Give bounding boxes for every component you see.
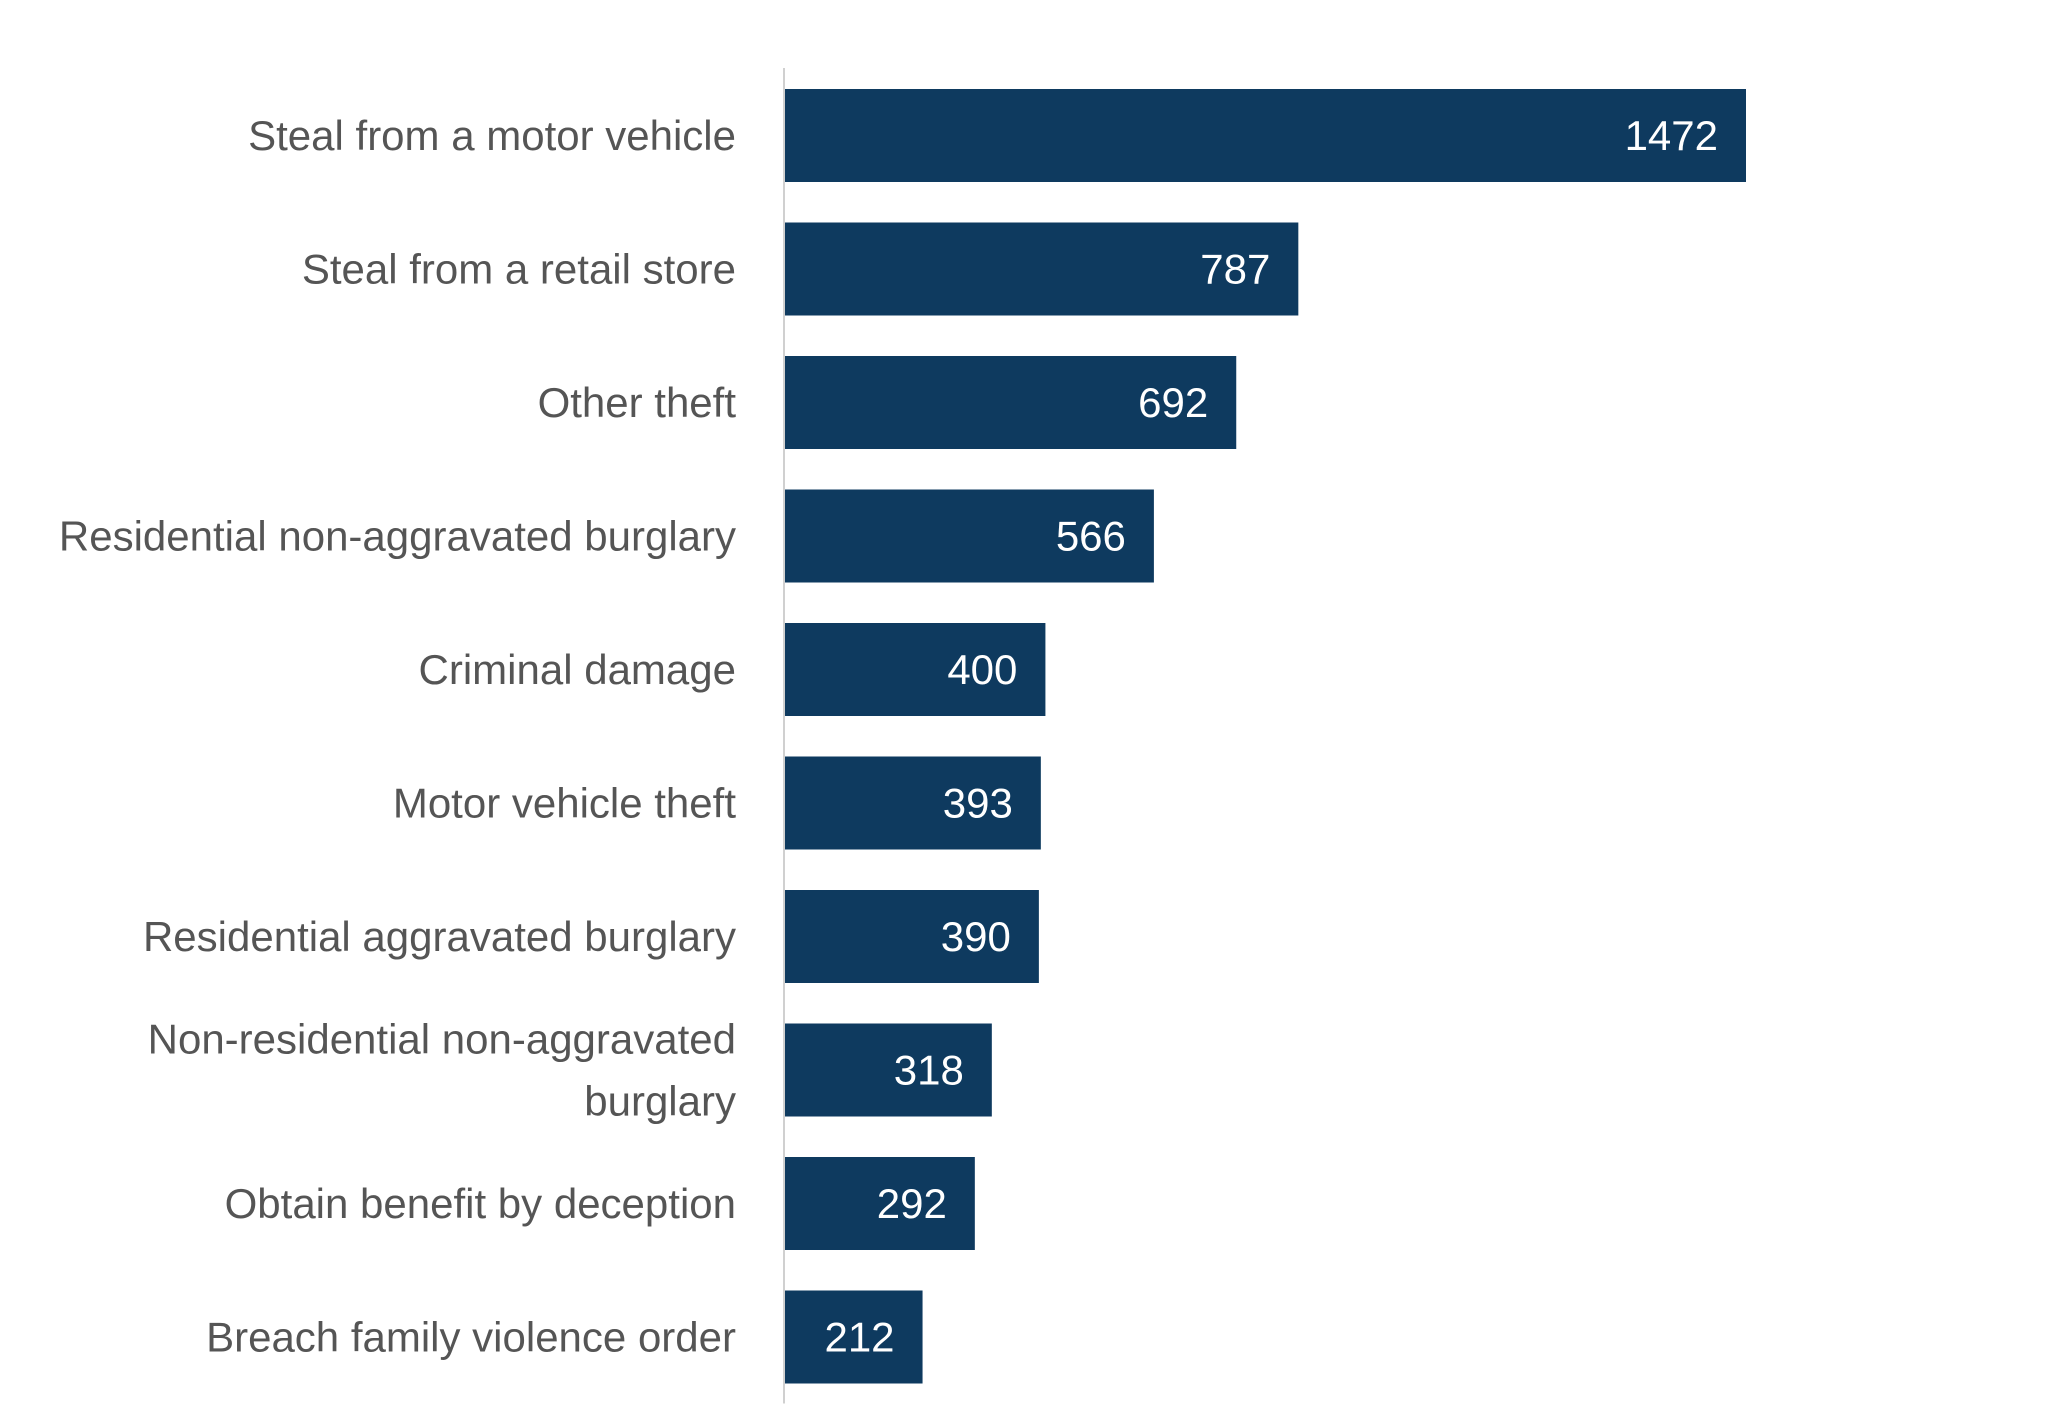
bar-9 [784,1157,975,1250]
category-label: Criminal damage [419,646,736,693]
bar-2 [784,222,1299,316]
data-label: 390 [941,913,1011,960]
category-label: Motor vehicle theft [393,780,736,827]
bar-8 [784,1023,992,1117]
data-label: 393 [943,780,1013,827]
data-label: 787 [1200,246,1270,293]
category-label: Breach family violence order [206,1314,736,1361]
category-label: Steal from a motor vehicle [248,112,736,159]
bar-3 [784,356,1237,449]
data-label: 400 [947,646,1017,693]
bar-10 [784,1290,923,1384]
data-label: 292 [877,1180,947,1227]
bar-7 [784,890,1039,983]
category-label: Steal from a retail store [302,246,736,293]
bar-5 [784,623,1046,716]
data-label: 1472 [1625,112,1718,159]
bar-4 [784,489,1154,583]
category-label: Residential non-aggravated burglary [59,513,736,560]
bar-6 [784,756,1041,850]
category-label: Other theft [538,379,737,426]
bar-1 [784,89,1746,182]
data-label: 566 [1056,513,1126,560]
category-label: Residential aggravated burglary [143,913,736,960]
category-label: Non-residential non-aggravated burglary [148,1016,736,1125]
data-label: 318 [894,1047,964,1094]
category-label: Obtain benefit by deception [225,1180,736,1227]
data-label: 692 [1138,379,1208,426]
data-label: 212 [824,1314,894,1361]
